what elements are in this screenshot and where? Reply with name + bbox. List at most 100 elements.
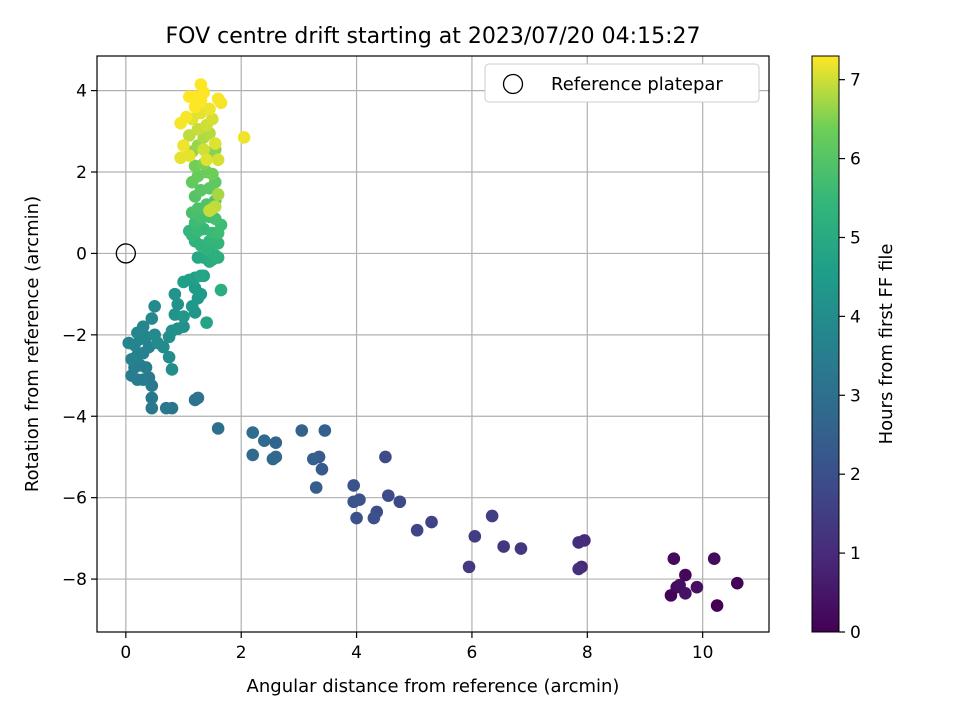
x-tick-label: 2	[236, 643, 247, 663]
data-point	[710, 599, 724, 612]
x-axis-label: Angular distance from reference (arcmin)	[247, 676, 620, 697]
legend-marker-icon	[502, 73, 524, 95]
data-point	[136, 320, 150, 333]
colorbar-gradient	[811, 55, 840, 633]
x-tick-label: 6	[467, 643, 478, 663]
data-point	[367, 511, 381, 525]
y-axis-label: Rotation from reference (arcmin)	[22, 196, 43, 492]
data-point	[246, 448, 260, 462]
data-point	[145, 391, 159, 405]
colorbar-tick-label: 1	[850, 544, 861, 564]
data-point	[194, 269, 208, 283]
data-point	[307, 452, 320, 466]
data-point	[667, 552, 681, 566]
data-point	[379, 450, 392, 464]
data-point	[572, 536, 585, 549]
reference-marker	[115, 243, 136, 264]
data-point	[246, 426, 260, 439]
data-point	[177, 320, 190, 333]
data-point	[269, 436, 283, 450]
data-point	[211, 422, 225, 435]
y-tick-label: −6	[62, 489, 87, 509]
colorbar-tick-label: 3	[850, 386, 861, 406]
data-point	[295, 424, 309, 437]
data-point	[497, 540, 510, 553]
y-tick-label: 2	[76, 163, 87, 183]
colorbar-tick-label: 5	[850, 228, 861, 248]
y-tick-label: 4	[76, 82, 87, 102]
data-point	[237, 131, 251, 144]
colorbar-label: Hours from first FF file	[876, 244, 897, 445]
data-point	[197, 143, 211, 156]
data-point	[168, 287, 182, 301]
x-tick-label: 4	[351, 643, 362, 663]
x-axis: 0 2 4 6 8 10	[120, 632, 713, 663]
data-point	[485, 509, 499, 523]
data-point	[462, 560, 476, 574]
data-point	[157, 340, 170, 354]
data-point	[165, 363, 179, 376]
data-point	[139, 361, 153, 374]
data-point	[182, 149, 196, 163]
colorbar-tick-label: 7	[850, 71, 861, 91]
data-point	[182, 90, 196, 104]
data-point	[200, 153, 213, 167]
colorbar-tick-label: 2	[850, 465, 861, 485]
data-point	[200, 316, 213, 329]
data-point	[148, 300, 161, 313]
legend-label: Reference platepar	[551, 74, 723, 95]
data-point	[393, 495, 407, 509]
data-point	[188, 393, 202, 407]
data-point	[211, 236, 225, 250]
x-tick-label: 0	[120, 643, 131, 663]
data-point	[211, 153, 225, 167]
colorbar: 0 1 2 3 4 5 6 7 Hours from first FF file	[811, 55, 897, 643]
data-point	[707, 552, 721, 566]
data-point	[171, 298, 185, 311]
data-point	[122, 336, 136, 350]
data-point	[514, 542, 528, 555]
data-point	[180, 110, 193, 124]
data-point	[214, 283, 228, 297]
data-point	[177, 139, 190, 152]
plot-frame	[96, 55, 770, 633]
legend: Reference platepar	[484, 63, 760, 103]
data-point	[690, 580, 704, 594]
data-point	[145, 401, 159, 415]
data-point	[177, 310, 190, 323]
data-point	[679, 568, 692, 582]
data-point	[572, 562, 585, 576]
colorbar-tick-label: 0	[850, 623, 861, 643]
data-point	[468, 530, 482, 543]
data-point	[194, 78, 208, 91]
data-point	[730, 576, 744, 590]
data-point	[410, 523, 424, 537]
data-points	[122, 78, 744, 612]
colorbar-ticks: 0 1 2 3 4 5 6 7	[839, 71, 861, 643]
data-point	[257, 434, 271, 447]
data-point	[208, 137, 222, 150]
data-point	[266, 452, 280, 466]
y-tick-label: −4	[62, 407, 87, 427]
data-point	[315, 462, 329, 476]
legend-box	[484, 63, 760, 103]
data-point	[347, 479, 360, 492]
data-point	[211, 188, 225, 201]
y-tick-label: 0	[76, 244, 87, 264]
data-point	[214, 96, 228, 110]
chart-title: FOV centre drift starting at 2023/07/20 …	[166, 24, 701, 49]
y-tick-label: −2	[62, 326, 87, 346]
data-point	[206, 167, 219, 181]
data-point	[350, 511, 363, 525]
data-point	[318, 424, 332, 437]
colorbar-tick-label: 4	[850, 307, 861, 327]
data-point	[679, 587, 692, 600]
data-point	[203, 102, 216, 116]
data-point	[206, 112, 219, 126]
reference-point-marker	[115, 243, 136, 264]
data-point	[162, 350, 176, 364]
x-tick-label: 8	[582, 643, 593, 663]
data-point	[203, 204, 216, 217]
